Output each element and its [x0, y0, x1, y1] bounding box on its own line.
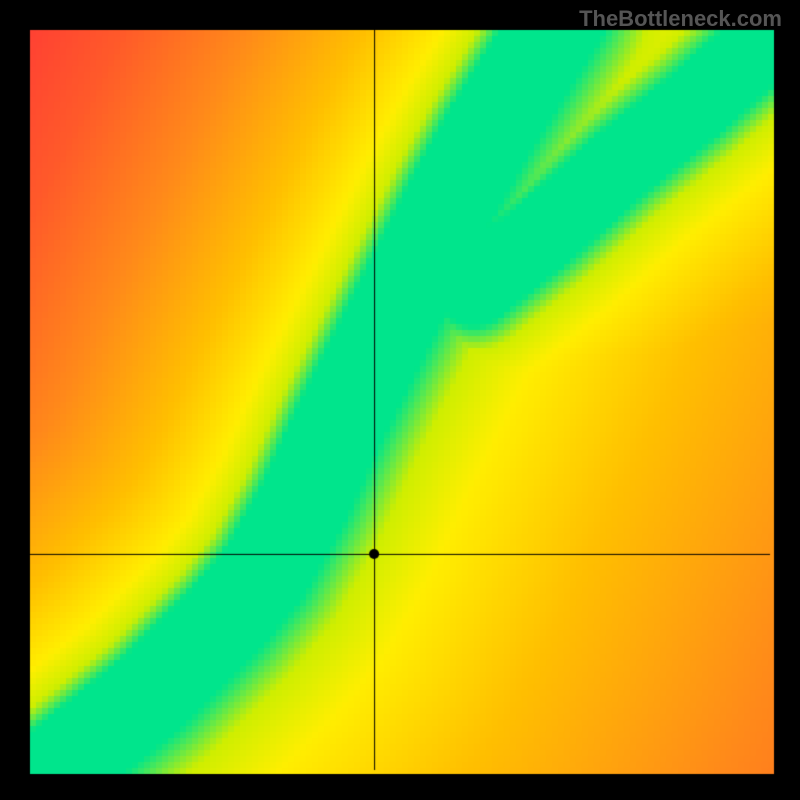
watermark-text: TheBottleneck.com: [579, 6, 782, 32]
chart-container: TheBottleneck.com: [0, 0, 800, 800]
heatmap-canvas: [0, 0, 800, 800]
